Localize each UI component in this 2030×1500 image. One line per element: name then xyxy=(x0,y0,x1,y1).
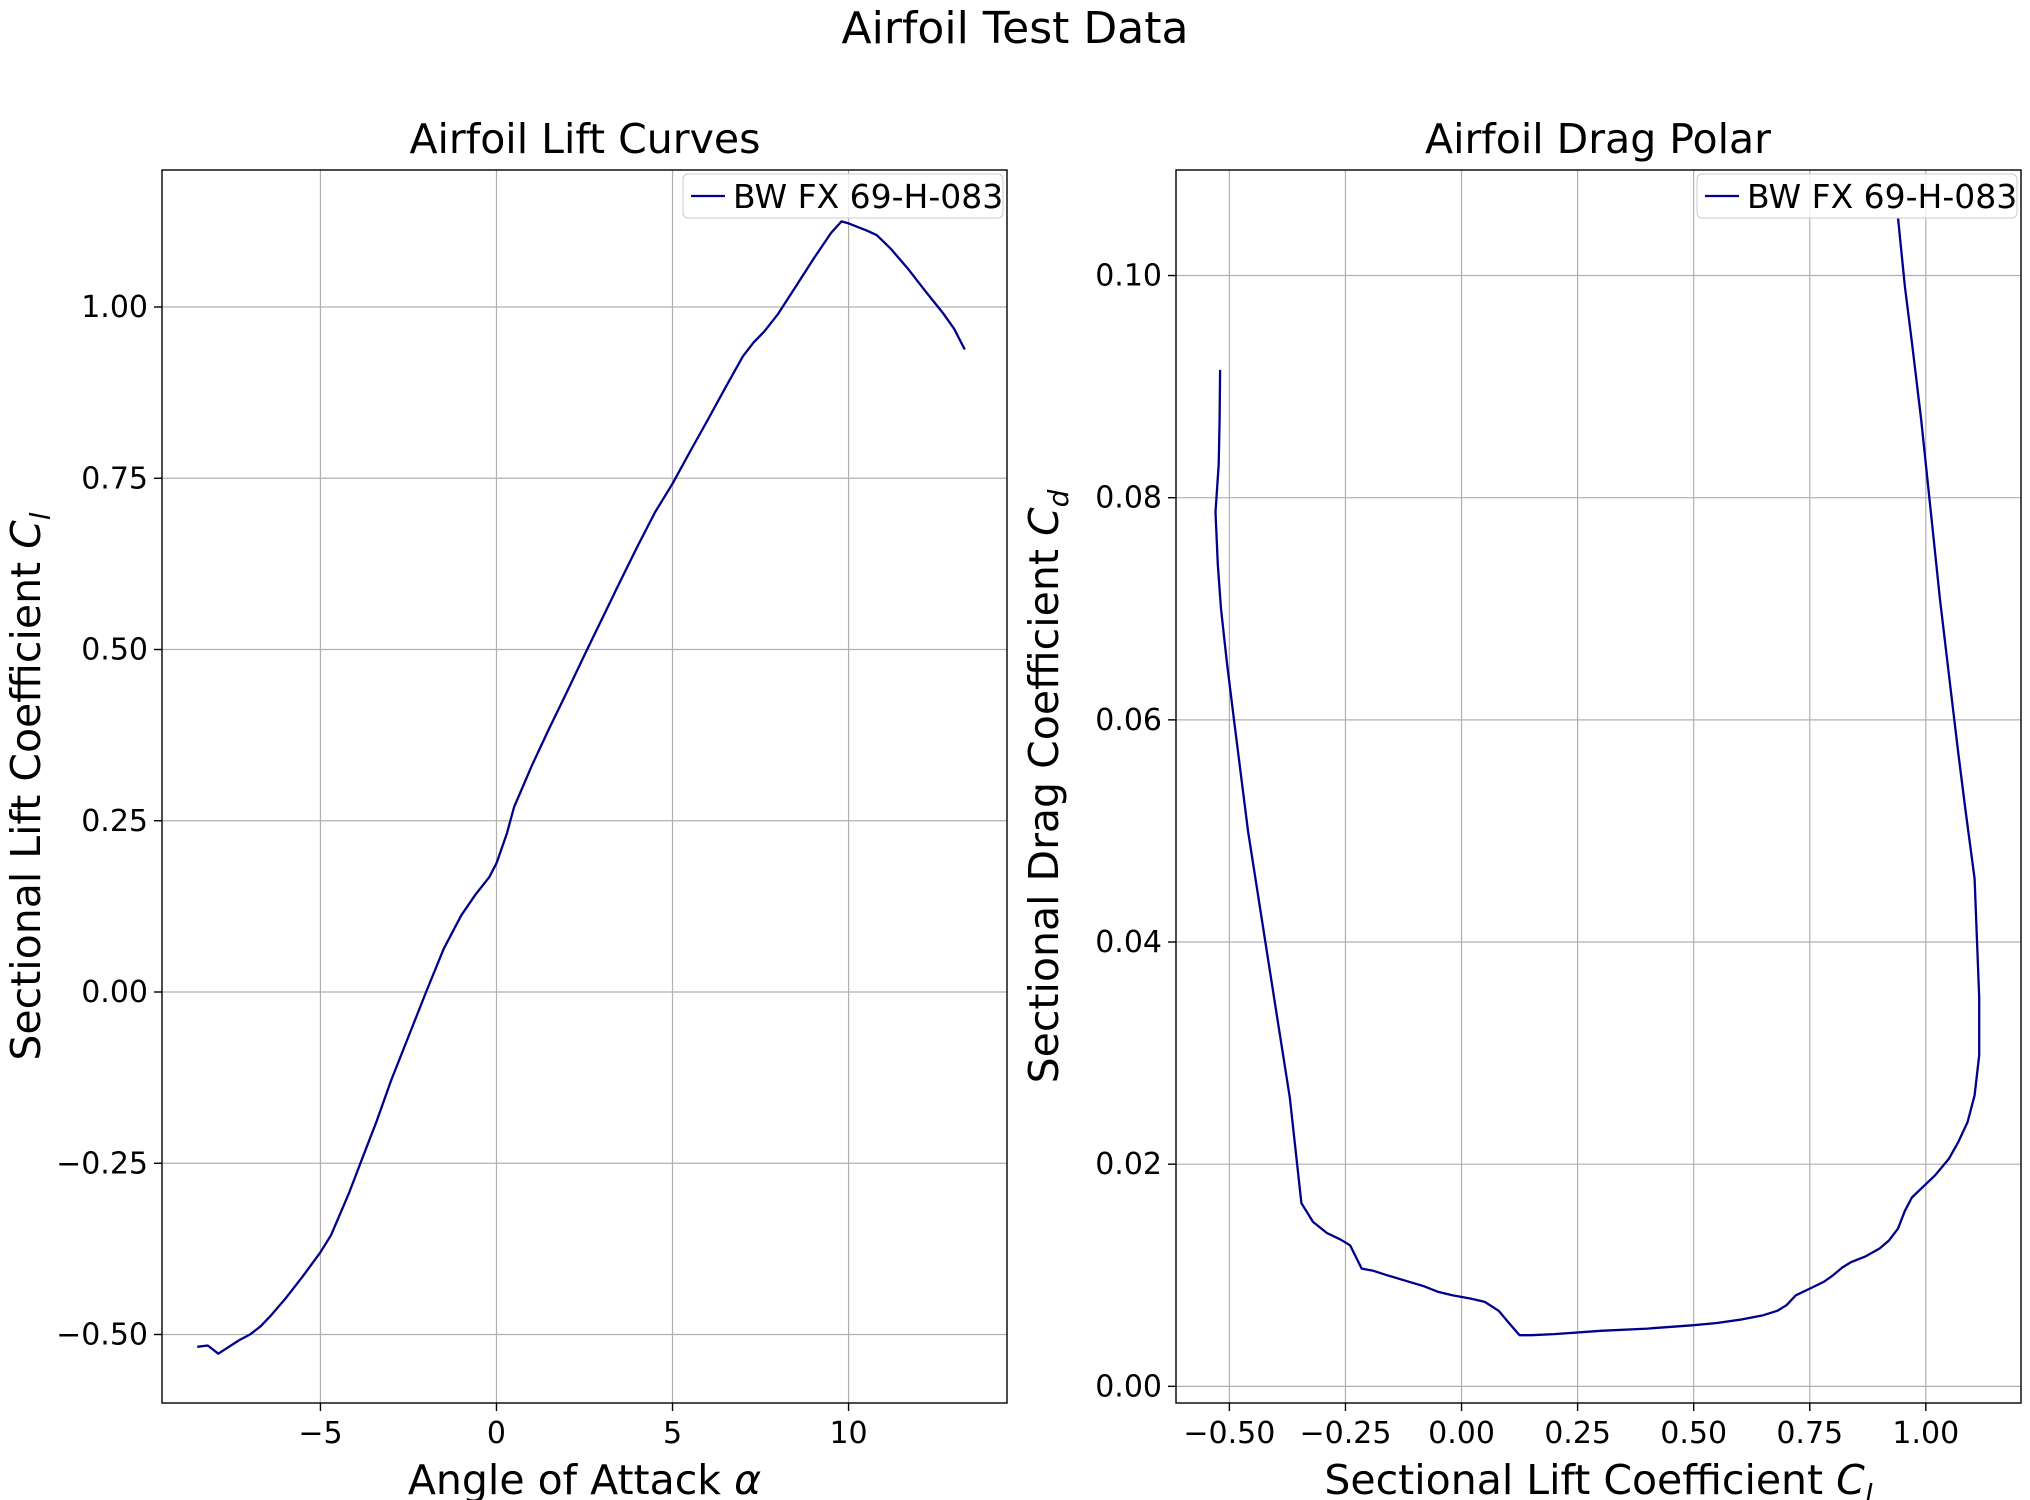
lift-x-axis-label: Angle of Attack α xyxy=(408,1456,761,1500)
figure-title: Airfoil Test Data xyxy=(842,3,1189,54)
drag-x-tick-label: −0.50 xyxy=(1183,1416,1275,1451)
drag-y-tick-label: 0.06 xyxy=(1095,703,1162,738)
drag-y-tick-label: 0.04 xyxy=(1095,925,1162,960)
drag-x-tick-label: −0.25 xyxy=(1299,1416,1391,1451)
lift-y-tick-label: −0.50 xyxy=(56,1318,148,1353)
lift-y-tick-label: 1.00 xyxy=(81,290,148,325)
drag-legend-box xyxy=(1696,173,2018,219)
drag-x-tick-label: 0.50 xyxy=(1660,1416,1727,1451)
drag-ticks: −0.50 −0.25 0.00 0.25 0.50 0.75 1.00 0.00 0.02 0.… xyxy=(1095,259,1959,1451)
drag-plot-series xyxy=(1214,217,1981,1337)
lift-plot-series xyxy=(197,220,966,1355)
drag-gridlines xyxy=(1176,170,2021,1403)
lift-x-tick-label: 5 xyxy=(663,1416,682,1451)
lift-y-tick-label: 0.50 xyxy=(81,633,148,668)
drag-series-line xyxy=(1214,217,1981,1337)
drag-x-tick-label: 0.25 xyxy=(1544,1416,1611,1451)
drag-polar-panel: Airfoil Drag Polar −0.50 −0.25 0.00 0.25 0.5… xyxy=(1020,115,2022,1500)
lift-gridlines xyxy=(162,170,1007,1403)
lift-series-line xyxy=(197,220,966,1355)
lift-x-tick-label: −5 xyxy=(298,1416,342,1451)
drag-y-tick-label: 0.08 xyxy=(1095,481,1162,516)
drag-plot-frame xyxy=(1175,169,2022,1404)
drag-legend: BW FX 69-H-083 xyxy=(1696,173,2018,219)
lift-y-tick-label: 0.00 xyxy=(81,975,148,1010)
drag-legend-label: BW FX 69-H-083 xyxy=(1747,177,2017,216)
drag-chart-title: Airfoil Drag Polar xyxy=(1425,115,1771,163)
drag-x-axis-label: Sectional Lift Coefficient Cl xyxy=(1324,1456,1872,1500)
lift-curve-panel: Airfoil Lift Curves −5 0 5 10 −0.50 −0.25 0.00… xyxy=(2,115,1008,1500)
lift-x-tick-label: 10 xyxy=(829,1416,867,1451)
lift-y-tick-label: 0.25 xyxy=(81,804,148,839)
drag-y-tick-label: 0.10 xyxy=(1095,259,1162,294)
drag-y-axis-label: Sectional Drag Coefficient Cd xyxy=(1020,489,1075,1083)
lift-legend-label: BW FX 69-H-083 xyxy=(733,177,1003,216)
lift-legend: BW FX 69-H-083 xyxy=(682,173,1004,219)
lift-plot-frame xyxy=(161,169,1008,1404)
lift-ticks: −5 0 5 10 −0.50 −0.25 0.00 0.25 0.50 0.75 1.00 xyxy=(56,290,868,1451)
lift-y-tick-label: −0.25 xyxy=(56,1146,148,1181)
lift-x-tick-label: 0 xyxy=(487,1416,506,1451)
lift-legend-box xyxy=(682,173,1004,219)
lift-y-tick-label: 0.75 xyxy=(81,461,148,496)
drag-y-tick-label: 0.02 xyxy=(1095,1147,1162,1182)
drag-y-tick-label: 0.00 xyxy=(1095,1369,1162,1404)
drag-x-tick-label: 0.00 xyxy=(1428,1416,1495,1451)
drag-x-tick-label: 1.00 xyxy=(1892,1416,1959,1451)
lift-y-axis-label: Sectional Lift Coefficient Cl xyxy=(2,512,57,1060)
lift-chart-title: Airfoil Lift Curves xyxy=(409,115,760,163)
drag-x-tick-label: 0.75 xyxy=(1776,1416,1843,1451)
